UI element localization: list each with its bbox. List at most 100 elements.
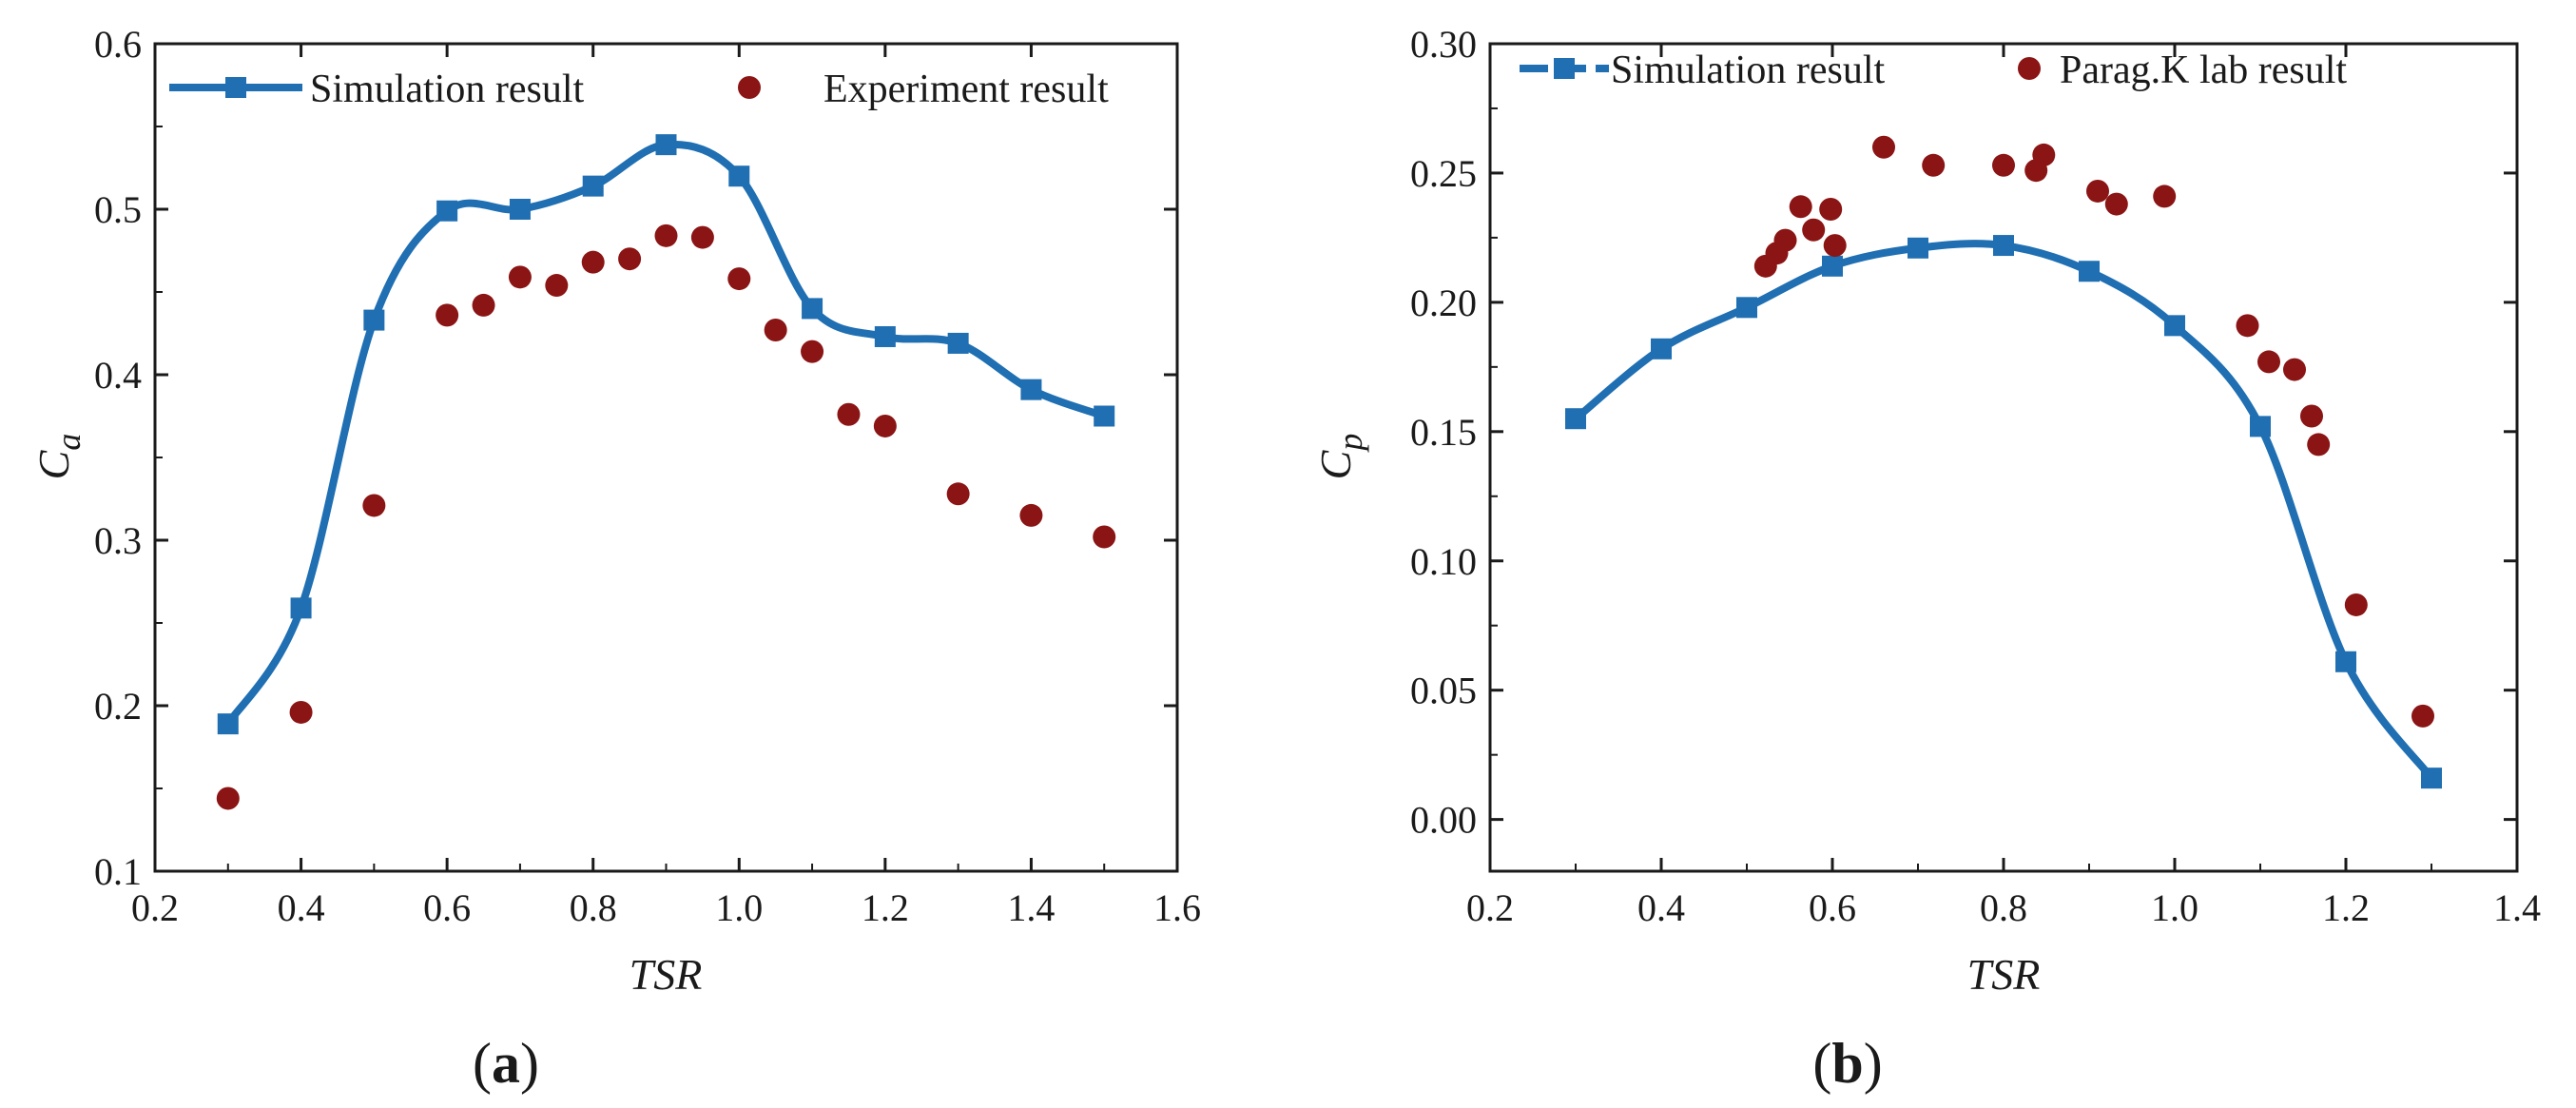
x-tick-label: 1.6 (1153, 886, 1201, 929)
legend-square-sim-b (1554, 58, 1575, 79)
simulation-point (2079, 261, 2100, 282)
panel-label-b: (b) (1812, 1032, 1882, 1095)
y-tick-label: 0.4 (94, 354, 142, 397)
legend-label-sim-a: Simulation result (310, 68, 584, 111)
measured-point (2236, 314, 2259, 338)
x-axis-label-b: TSR (1967, 950, 2041, 999)
panel-label-open-a: ( (473, 1032, 492, 1095)
legend-label-sim-b: Simulation result (1611, 49, 1885, 92)
measured-point (764, 319, 787, 342)
measured-point (801, 340, 824, 363)
measured-point (1773, 228, 1797, 252)
x-tick-label: 0.4 (278, 886, 325, 929)
x-tick-label: 1.2 (862, 886, 909, 929)
y-tick-label: 0.15 (1410, 411, 1477, 454)
x-ticks-b: 0.2 0.4 0.6 0.8 1.0 1.2 1.4 (1466, 44, 2541, 929)
simulation-point (802, 298, 823, 320)
simulation-curve-b (1573, 240, 2435, 781)
measured-point (2153, 185, 2177, 208)
simulation-point (509, 199, 531, 220)
y-tick-label: 0.3 (94, 519, 142, 562)
x-tick-label: 0.8 (1980, 886, 2027, 929)
simulation-markers-b (1565, 235, 2442, 789)
y-tick-label: 0.6 (94, 23, 142, 66)
measured-point (873, 414, 897, 437)
simulation-point (874, 325, 896, 347)
measured-point (618, 247, 642, 271)
legend-dot-lab-b (2018, 57, 2041, 80)
simulation-point (436, 200, 458, 222)
measured-point (2307, 433, 2331, 457)
legend-square-sim-a (225, 77, 246, 98)
x-ticks-a: 0.2 0.4 0.6 0.8 1.0 1.2 1.4 1.6 (131, 44, 1201, 929)
measured-point (1093, 525, 1116, 549)
x-tick-label: 0.2 (131, 886, 179, 929)
y-axis-label-a: Ca (29, 434, 87, 480)
measured-point (2257, 350, 2280, 374)
simulation-point (728, 165, 750, 187)
chart-panel-a: 0.2 0.4 0.6 0.8 1.0 1.2 1.4 1.6 0.10.20.30.40.5… (29, 23, 1201, 1095)
x-tick-label: 0.2 (1466, 886, 1514, 929)
legend-label-exp-a: Experiment result (823, 68, 1109, 111)
panel-label-letter-a: a (492, 1032, 520, 1095)
x-tick-label: 0.6 (423, 886, 471, 929)
measured-point (727, 267, 751, 291)
legend-dot-exp-a (738, 76, 761, 99)
y-axis-label-sub-b: p (1331, 434, 1369, 454)
x-tick-label: 1.2 (2322, 886, 2370, 929)
measured-point (1819, 198, 1843, 221)
y-ticks-b: 0.00 0.05 0.10 0.15 0.20 0.25 0.30 (1410, 23, 2517, 842)
panel-label-a: (a) (473, 1032, 539, 1095)
simulation-point (1822, 255, 1843, 277)
experiment-points-a (216, 224, 1116, 810)
simulation-point (2250, 416, 2271, 437)
measured-point (216, 787, 240, 810)
simulation-point (1651, 338, 1672, 360)
y-tick-label: 0.20 (1410, 282, 1477, 324)
measured-point (837, 402, 861, 426)
measured-point (654, 224, 678, 247)
measured-point (2344, 593, 2368, 616)
y-ticks-a: 0.1 0.2 0.3 0.4 0.5 0.6 (94, 23, 1177, 893)
measured-point (436, 303, 459, 327)
y-tick-label: 0.2 (94, 685, 142, 728)
measured-point (472, 293, 495, 317)
y-tick-label: 0.5 (94, 188, 142, 231)
measured-point (2086, 179, 2109, 203)
measured-point (508, 265, 532, 289)
simulation-point (1094, 405, 1115, 427)
x-tick-label: 1.4 (1007, 886, 1055, 929)
simulation-curve-a (224, 140, 1106, 727)
simulation-markers-a (217, 134, 1115, 735)
measured-point (946, 482, 970, 506)
measured-point (2032, 143, 2056, 166)
y-tick-label: 0.10 (1410, 540, 1477, 583)
x-tick-label: 1.4 (2493, 886, 2541, 929)
simulation-point (1565, 408, 1586, 430)
measured-point (581, 250, 605, 274)
measured-point (1789, 195, 1812, 219)
svg-text:Cp: Cp (1311, 434, 1369, 480)
plot-frame-a (153, 42, 1179, 873)
measured-point (1802, 218, 1826, 242)
measured-point (1019, 503, 1043, 527)
measured-point (362, 494, 386, 517)
simulation-point (1020, 379, 1042, 400)
x-tick-label: 0.6 (1809, 886, 1856, 929)
chart-panel-b: 0.2 0.4 0.6 0.8 1.0 1.2 1.4 0.000.050.100.150.… (1311, 23, 2541, 1095)
measured-point (2104, 192, 2128, 216)
legend-b: Simulation result Parag.K lab result (1520, 49, 2347, 92)
y-tick-label: 0.30 (1410, 23, 1477, 66)
simulation-point (947, 332, 969, 354)
simulation-point (2421, 768, 2442, 789)
y-tick-label: 0.00 (1410, 799, 1477, 842)
measured-point (2283, 358, 2306, 381)
simulation-point (582, 175, 604, 197)
simulation-point (1993, 235, 2014, 257)
y-axis-label-b: Cp (1311, 434, 1369, 480)
x-tick-label: 1.0 (2151, 886, 2198, 929)
panel-label-letter-b: b (1831, 1032, 1863, 1095)
simulation-point (290, 597, 312, 619)
simulation-point (2164, 315, 2185, 337)
x-tick-label: 0.8 (570, 886, 617, 929)
